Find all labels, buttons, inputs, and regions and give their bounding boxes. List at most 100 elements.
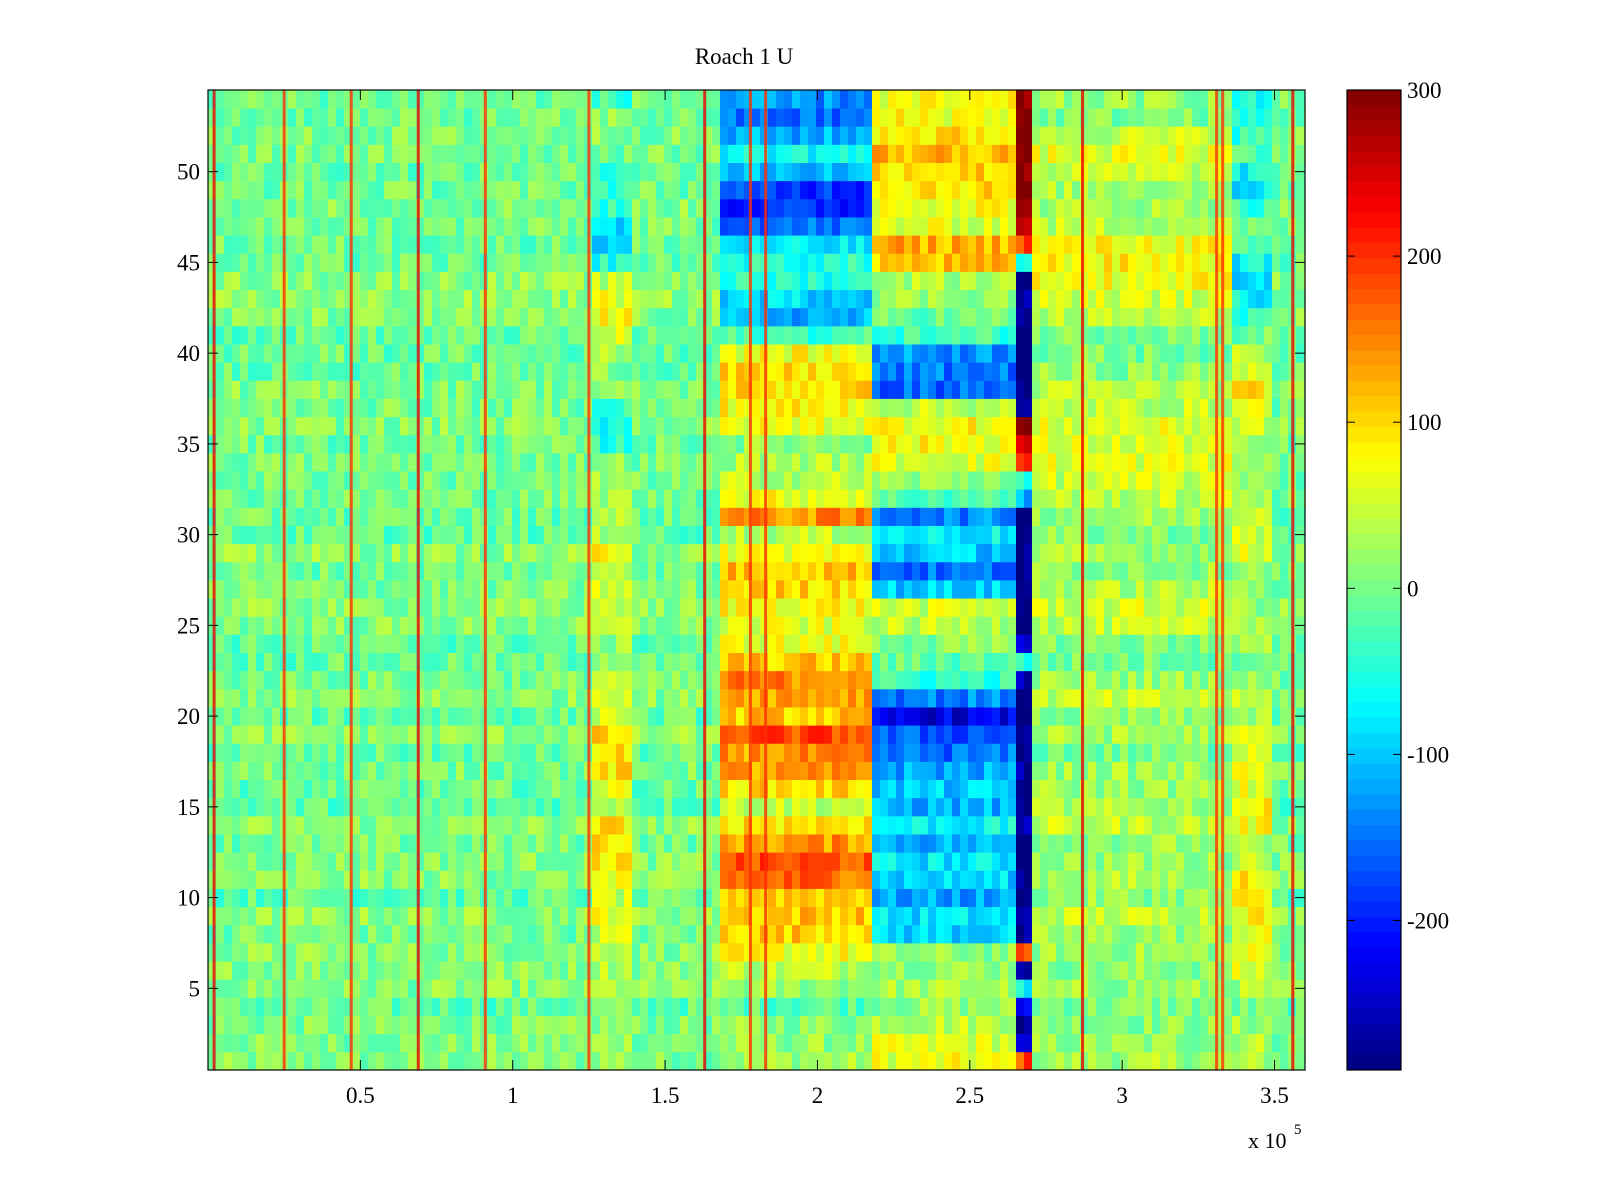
heatmap-cell — [800, 1051, 809, 1071]
heatmap-cell — [216, 398, 225, 418]
heatmap-cell — [264, 1033, 273, 1053]
heatmap-cell — [672, 942, 681, 962]
heatmap-cell — [224, 924, 233, 944]
heatmap-cell — [1280, 561, 1289, 581]
heatmap-cell — [1192, 507, 1201, 526]
heatmap-cell — [1280, 1033, 1289, 1053]
heatmap-cell — [648, 471, 657, 490]
heatmap-cell — [704, 416, 713, 436]
heatmap-cell — [224, 1033, 233, 1053]
heatmap-cell — [936, 471, 945, 490]
heatmap-cell — [696, 489, 705, 508]
heatmap-cell — [600, 870, 609, 889]
heatmap-cell — [1144, 997, 1153, 1016]
heatmap-cell — [824, 616, 833, 635]
heatmap-cell — [344, 670, 353, 690]
heatmap-cell — [344, 888, 353, 908]
heatmap-cell — [1064, 834, 1073, 853]
heatmap-cell — [576, 779, 585, 799]
heatmap-cell — [696, 707, 705, 726]
heatmap-cell — [632, 761, 641, 781]
heatmap-cell — [1160, 707, 1169, 726]
heatmap-cell — [704, 924, 713, 944]
heatmap-cell — [1176, 634, 1185, 653]
heatmap-cell — [1064, 634, 1073, 653]
heatmap-cell — [336, 924, 345, 944]
heatmap-cell — [968, 815, 977, 835]
heatmap-cell — [352, 525, 361, 545]
heatmap-cell — [448, 815, 457, 835]
heatmap-cell — [464, 416, 473, 436]
heatmap-cell — [576, 707, 585, 726]
heatmap-cell — [720, 543, 729, 563]
heatmap-cell — [1256, 1051, 1265, 1071]
heatmap-cell — [944, 997, 953, 1016]
heatmap-cell — [320, 616, 329, 635]
heatmap-cell — [400, 1051, 409, 1071]
heatmap-cell — [1112, 489, 1121, 508]
heatmap-cell — [784, 489, 793, 508]
heatmap-cell — [784, 471, 793, 490]
heatmap-cell — [736, 906, 745, 926]
heatmap-cell — [544, 543, 553, 563]
heatmap-cell — [1264, 997, 1273, 1016]
heatmap-cell — [1064, 870, 1073, 889]
heatmap-cell — [664, 598, 673, 617]
heatmap-cell — [816, 906, 825, 926]
heatmap-cell — [408, 652, 417, 672]
heatmap-cell — [1128, 779, 1137, 799]
heatmap-cell — [704, 997, 713, 1016]
heatmap-cell — [384, 452, 393, 472]
heatmap-cell — [656, 888, 665, 908]
heatmap-cell — [1296, 761, 1305, 781]
heatmap-cell — [1216, 416, 1225, 436]
heatmap-cell — [776, 942, 785, 962]
heatmap-cell — [792, 906, 801, 926]
heatmap-cell — [1104, 670, 1113, 690]
heatmap-cell — [928, 761, 937, 781]
heatmap-cell — [1264, 888, 1273, 908]
heatmap-cell — [1040, 834, 1049, 853]
heatmap-cell — [256, 652, 265, 672]
heatmap-cell — [1088, 834, 1097, 853]
heatmap-cell — [888, 652, 897, 672]
heatmap-cell — [416, 743, 425, 762]
heatmap-cell — [1296, 598, 1305, 617]
heatmap-cell — [800, 1033, 809, 1053]
heatmap-cell — [1064, 452, 1073, 472]
heatmap-cell — [1272, 598, 1281, 617]
heatmap-cell — [368, 398, 377, 418]
heatmap-cell — [976, 489, 985, 508]
heatmap-cell — [720, 652, 729, 672]
heatmap-cell — [1008, 961, 1017, 980]
heatmap-cell — [784, 942, 793, 962]
heatmap-cell — [1232, 525, 1241, 545]
heatmap-cell — [1208, 434, 1217, 454]
heatmap-cell — [360, 924, 369, 944]
heatmap-cell — [416, 561, 425, 581]
heatmap-cell — [776, 1015, 785, 1035]
heatmap-cell — [1216, 834, 1225, 853]
heatmap-cell — [712, 797, 721, 817]
heatmap-cell — [1256, 543, 1265, 563]
heatmap-cell — [1024, 525, 1033, 545]
heatmap-cell — [360, 743, 369, 762]
heatmap-cell — [1104, 1033, 1113, 1053]
heatmap-cell — [936, 906, 945, 926]
heatmap-cell — [888, 471, 897, 490]
heatmap-cell — [360, 797, 369, 817]
heatmap-cell — [1096, 961, 1105, 980]
heatmap-cell — [896, 961, 905, 980]
heatmap-cell — [928, 543, 937, 563]
heatmap-cell — [1112, 870, 1121, 889]
heatmap-cell — [408, 1033, 417, 1053]
heatmap-cell — [1024, 942, 1033, 962]
heatmap-cell — [344, 471, 353, 490]
heatmap-cell — [696, 779, 705, 799]
heatmap-cell — [256, 580, 265, 599]
heatmap-cell — [288, 743, 297, 762]
heatmap-cell — [928, 616, 937, 635]
heatmap-cell — [952, 598, 961, 617]
heatmap-cell — [1264, 743, 1273, 762]
heatmap-cell — [688, 416, 697, 436]
